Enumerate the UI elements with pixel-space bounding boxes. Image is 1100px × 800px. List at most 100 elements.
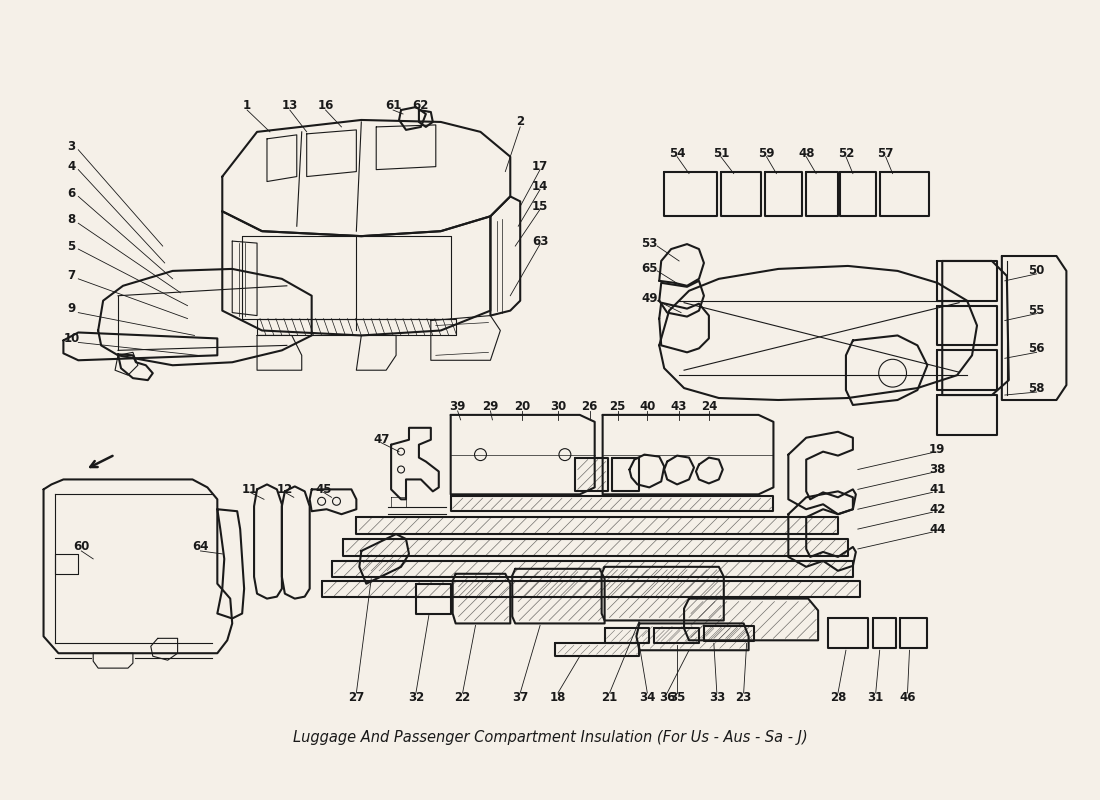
Polygon shape xyxy=(937,350,997,390)
Text: 48: 48 xyxy=(798,147,814,160)
Polygon shape xyxy=(937,395,997,434)
Text: 36: 36 xyxy=(659,691,675,705)
Text: 23: 23 xyxy=(736,691,751,705)
Text: 18: 18 xyxy=(550,691,566,705)
Text: 40: 40 xyxy=(639,401,656,414)
Polygon shape xyxy=(637,623,749,650)
Polygon shape xyxy=(659,302,708,352)
Text: 30: 30 xyxy=(550,401,566,414)
Text: 43: 43 xyxy=(671,401,688,414)
Polygon shape xyxy=(282,486,310,598)
Text: 55: 55 xyxy=(1028,304,1045,317)
Polygon shape xyxy=(720,171,760,216)
Text: 42: 42 xyxy=(930,502,946,516)
Text: 13: 13 xyxy=(282,98,298,111)
Text: 31: 31 xyxy=(868,691,883,705)
Polygon shape xyxy=(789,432,856,514)
Text: 46: 46 xyxy=(900,691,915,705)
Polygon shape xyxy=(937,306,997,346)
Text: 32: 32 xyxy=(408,691,425,705)
Polygon shape xyxy=(664,456,694,485)
Polygon shape xyxy=(840,171,876,216)
Polygon shape xyxy=(222,211,491,335)
Text: 27: 27 xyxy=(349,691,364,705)
Text: 63: 63 xyxy=(532,234,548,248)
Text: 16: 16 xyxy=(318,98,333,111)
Polygon shape xyxy=(937,261,997,301)
Polygon shape xyxy=(218,510,244,618)
Polygon shape xyxy=(360,534,409,584)
Text: 22: 22 xyxy=(454,691,471,705)
Text: 45: 45 xyxy=(316,483,332,496)
Text: 47: 47 xyxy=(373,434,389,446)
Polygon shape xyxy=(399,107,426,130)
Polygon shape xyxy=(419,110,432,127)
Polygon shape xyxy=(654,629,698,643)
Polygon shape xyxy=(602,567,724,621)
Text: 51: 51 xyxy=(713,147,729,160)
Polygon shape xyxy=(44,479,232,654)
Polygon shape xyxy=(900,618,927,648)
Text: 7: 7 xyxy=(67,270,76,282)
Text: 2: 2 xyxy=(516,115,525,129)
Text: Luggage And Passenger Compartment Insulation (For Us - Aus - Sa - J): Luggage And Passenger Compartment Insula… xyxy=(293,730,807,745)
Text: 57: 57 xyxy=(878,147,894,160)
Polygon shape xyxy=(789,491,856,571)
Text: 38: 38 xyxy=(930,463,946,476)
Polygon shape xyxy=(254,485,282,598)
Text: 35: 35 xyxy=(669,691,685,705)
Polygon shape xyxy=(664,171,717,216)
Polygon shape xyxy=(828,618,868,648)
Text: 61: 61 xyxy=(385,98,402,111)
Polygon shape xyxy=(764,171,802,216)
Text: 56: 56 xyxy=(1028,342,1045,355)
Polygon shape xyxy=(704,626,754,642)
Polygon shape xyxy=(453,574,510,623)
Text: 21: 21 xyxy=(602,691,618,705)
Text: 60: 60 xyxy=(73,541,89,554)
Text: 1: 1 xyxy=(243,98,251,111)
Text: 4: 4 xyxy=(67,160,76,173)
Text: 24: 24 xyxy=(701,401,717,414)
Polygon shape xyxy=(331,561,852,577)
Text: 64: 64 xyxy=(192,541,209,554)
Text: 33: 33 xyxy=(708,691,725,705)
Text: 17: 17 xyxy=(532,160,548,173)
Text: 49: 49 xyxy=(641,292,658,306)
Text: 3: 3 xyxy=(67,140,76,154)
Polygon shape xyxy=(605,629,649,643)
Text: 50: 50 xyxy=(1028,265,1045,278)
Text: 5: 5 xyxy=(67,239,76,253)
Text: 53: 53 xyxy=(641,237,658,250)
Text: 14: 14 xyxy=(532,180,548,193)
Text: 29: 29 xyxy=(482,401,498,414)
Text: 58: 58 xyxy=(1028,382,1045,394)
Text: 12: 12 xyxy=(277,483,293,496)
Text: 65: 65 xyxy=(641,262,658,275)
Polygon shape xyxy=(392,428,439,499)
Polygon shape xyxy=(603,415,773,494)
Polygon shape xyxy=(880,171,929,216)
Text: 9: 9 xyxy=(67,302,76,315)
Polygon shape xyxy=(321,581,860,597)
Polygon shape xyxy=(575,458,607,491)
Polygon shape xyxy=(659,244,704,286)
Text: 34: 34 xyxy=(639,691,656,705)
Text: 41: 41 xyxy=(930,483,946,496)
Text: 25: 25 xyxy=(609,401,626,414)
Polygon shape xyxy=(659,281,704,317)
Text: 28: 28 xyxy=(829,691,846,705)
Text: 15: 15 xyxy=(532,200,548,213)
Polygon shape xyxy=(98,269,311,366)
Polygon shape xyxy=(356,517,838,534)
Polygon shape xyxy=(629,454,664,487)
Polygon shape xyxy=(1002,256,1066,400)
Text: 26: 26 xyxy=(582,401,598,414)
Text: 59: 59 xyxy=(758,147,774,160)
Polygon shape xyxy=(343,539,848,556)
Polygon shape xyxy=(222,120,510,236)
Text: 37: 37 xyxy=(513,691,528,705)
Polygon shape xyxy=(806,171,838,216)
Polygon shape xyxy=(846,335,927,405)
Polygon shape xyxy=(491,197,520,315)
